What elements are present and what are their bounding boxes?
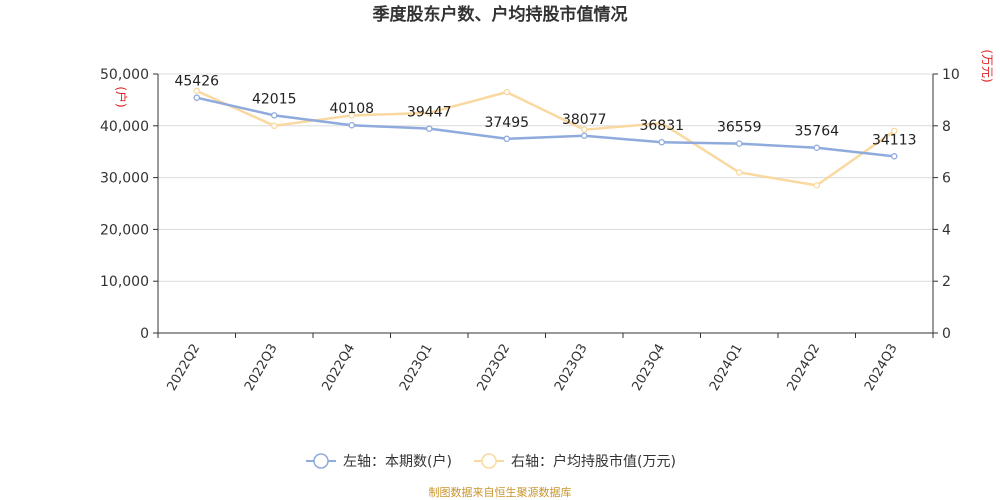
data-point-left — [736, 140, 743, 147]
data-point-left — [425, 125, 433, 132]
data-point-right — [658, 119, 666, 127]
series-line-left — [196, 96, 895, 158]
right-tick-label: 4 — [942, 222, 951, 238]
right-tick-label: 6 — [942, 171, 951, 187]
right-tick-label: 10 — [942, 67, 960, 83]
left-tick-label: 40,000 — [100, 119, 149, 135]
legend-item-left-series[interactable]: 左轴：本期数(户) — [306, 453, 452, 470]
data-label: 34113 — [872, 132, 917, 148]
x-tick-label: 2023Q4 — [629, 342, 668, 394]
data-label: 40108 — [329, 101, 374, 117]
data-label: 38077 — [562, 112, 607, 128]
data-point-right — [813, 182, 821, 189]
left-tick-label: 0 — [140, 326, 149, 342]
data-point-left — [270, 112, 278, 119]
x-tick-label: 2022Q2 — [164, 342, 203, 394]
data-point-left — [658, 138, 666, 146]
right-tick-label: 2 — [942, 274, 951, 290]
legend-marker-right — [481, 453, 497, 469]
x-tick-label: 2024Q1 — [707, 342, 746, 394]
data-point-right — [891, 127, 898, 135]
x-tick-label: 2022Q3 — [242, 342, 281, 394]
right-axis-unit: (万元) — [980, 49, 994, 82]
data-label: 42015 — [252, 91, 297, 107]
data-point-left — [193, 94, 200, 101]
data-point-right — [193, 87, 200, 95]
data-point-left — [503, 135, 510, 143]
left-axis-unit: (户) — [114, 86, 129, 107]
legend-item-right-series[interactable]: 右轴：户均持股市值(万元) — [474, 453, 676, 470]
data-label: 37495 — [484, 115, 529, 131]
left-tick-label: 20,000 — [100, 222, 149, 238]
left-axis-ticks: 0 10,000 20,000 30,000 40,000 50,000 — [100, 67, 158, 342]
data-point-right — [503, 88, 510, 96]
right-axis-ticks: 0 2 4 6 8 10 — [933, 67, 960, 342]
left-tick-label: 30,000 — [100, 171, 149, 187]
legend-marker-left — [313, 453, 329, 469]
x-axis-ticks: 2022Q2 2022Q3 2022Q4 2023Q1 2023Q2 2023Q3 2023… — [157, 333, 934, 394]
data-label: 36831 — [639, 118, 684, 134]
x-tick-label: 2024Q2 — [784, 342, 823, 394]
data-label: 35764 — [794, 124, 839, 140]
footer-source: 制图数据来自恒生聚源数据库 — [429, 485, 572, 499]
data-label: 36559 — [717, 120, 762, 136]
data-point-left — [581, 132, 588, 140]
right-tick-label: 8 — [942, 119, 951, 135]
data-point-left — [348, 121, 355, 129]
x-tick-label: 2023Q1 — [397, 342, 436, 394]
data-point-right — [270, 122, 278, 130]
left-tick-label: 50,000 — [100, 67, 149, 83]
data-point-left — [813, 144, 821, 151]
data-point-right — [425, 109, 433, 117]
data-point-right — [348, 112, 355, 119]
data-labels: 45426 42015 40108 39447 37495 38077 36831 36559… — [174, 74, 916, 149]
series-group — [193, 87, 898, 189]
grid-lines — [158, 73, 933, 282]
chart-title: 季度股东户数、户均持股市值情况 — [373, 4, 628, 25]
data-label: 45426 — [174, 74, 219, 90]
data-label: 39447 — [407, 105, 452, 121]
x-tick-label: 2024Q3 — [862, 342, 901, 394]
left-tick-label: 10,000 — [100, 274, 149, 290]
data-point-right — [736, 169, 743, 176]
data-point-right — [581, 126, 588, 133]
legend-label-right: 右轴：户均持股市值(万元) — [511, 453, 676, 470]
x-tick-label: 2022Q4 — [319, 342, 358, 394]
right-tick-label: 0 — [942, 326, 951, 342]
x-tick-label: 2023Q2 — [474, 342, 513, 394]
legend-label-left: 左轴：本期数(户) — [343, 453, 452, 470]
x-tick-label: 2023Q3 — [552, 342, 591, 394]
data-point-left — [891, 153, 898, 160]
legend[interactable]: 左轴：本期数(户) 右轴：户均持股市值(万元) — [306, 453, 676, 470]
